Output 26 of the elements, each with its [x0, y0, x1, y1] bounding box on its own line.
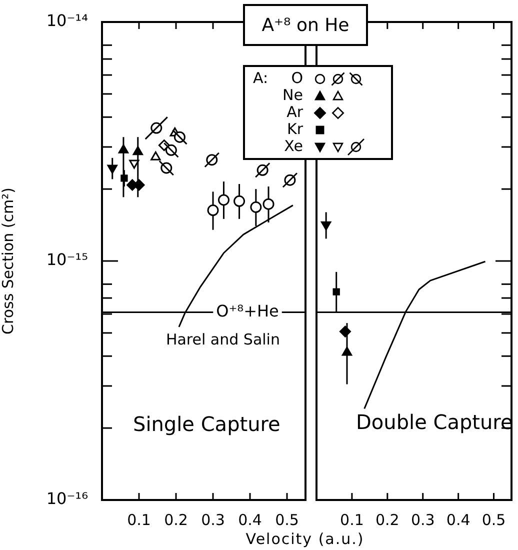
- annotation: Double Capture: [356, 410, 513, 434]
- legend-label: Xe: [284, 137, 303, 155]
- x-axis-title: Velocity (a.u.): [244, 530, 366, 548]
- series-label: Harel and Salin: [166, 330, 280, 348]
- legend-label: Kr: [286, 120, 303, 138]
- x-tick-label: 0.1: [340, 510, 364, 529]
- legend-label: O: [291, 69, 303, 87]
- x-tick-label: 0.3: [410, 510, 435, 529]
- y-tick-label: 10⁻¹⁴: [46, 11, 88, 30]
- ref-line-label: O⁺⁸+He: [216, 301, 279, 320]
- annotation: Single Capture: [133, 412, 280, 436]
- y-axis-title: Cross Section (cm²): [0, 188, 17, 334]
- x-tick-label: 0.5: [482, 510, 506, 529]
- chart-title: A⁺⁸ on He: [243, 4, 368, 46]
- x-tick-label: 0.5: [275, 510, 299, 529]
- legend-label: Ar: [286, 103, 303, 121]
- x-tick-label: 0.1: [127, 510, 151, 529]
- x-tick-label: 0.2: [164, 510, 188, 529]
- x-tick-label: 0.3: [201, 510, 225, 529]
- y-tick-label: 10⁻¹⁵: [46, 250, 88, 270]
- x-tick-label: 0.2: [375, 510, 400, 529]
- y-tick-label: 10⁻¹⁶: [46, 489, 88, 508]
- x-tick-label: 0.4: [446, 510, 470, 529]
- legend-title: A:: [253, 69, 268, 87]
- x-tick-label: 0.4: [238, 510, 262, 529]
- legend-label: Ne: [282, 86, 303, 104]
